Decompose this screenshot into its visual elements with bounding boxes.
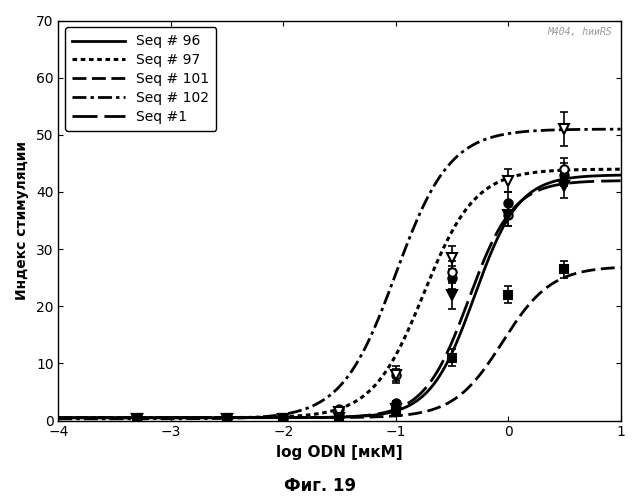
Text: M404, hииRS: M404, hииRS — [547, 26, 612, 36]
Legend: Seq # 96, Seq # 97, Seq # 101, Seq # 102, Seq #1: Seq # 96, Seq # 97, Seq # 101, Seq # 102… — [65, 28, 216, 131]
Y-axis label: Индекс стимуляции: Индекс стимуляции — [15, 141, 29, 300]
Text: Фиг. 19: Фиг. 19 — [284, 477, 356, 495]
X-axis label: log ODN [мкМ]: log ODN [мкМ] — [276, 445, 403, 460]
